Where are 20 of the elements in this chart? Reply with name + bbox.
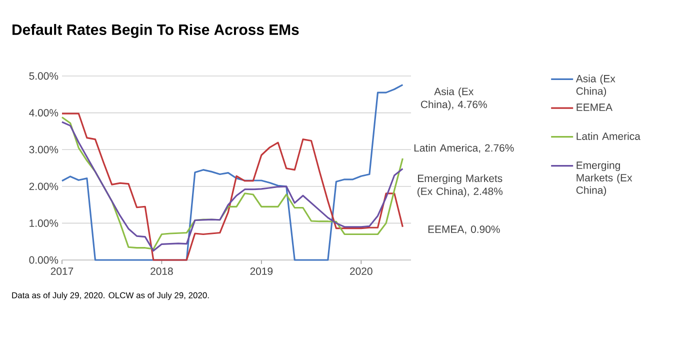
y-tick-label: 4.00% [29, 109, 58, 117]
legend-label: EEMEA [576, 104, 612, 111]
legend-label: Asia (Ex China) [576, 74, 616, 97]
text: Data as of July 29, 2020. OLCW as of July 29, 2020. [12, 292, 209, 300]
y-tick-label: 0.00% [29, 256, 58, 264]
x-tick-label: 2018 [150, 268, 173, 275]
x-tick-label: 2020 [350, 268, 372, 275]
chart-title: Default Rates Begin To Rise Across EMs [12, 24, 299, 38]
y-tick-label: 3.00% [29, 146, 58, 154]
annotation: Asia (Ex China), 4.76% [420, 87, 487, 110]
y-tick-label: 5.00% [29, 72, 58, 80]
annotation: Emerging Markets (Ex China), 2.48% [418, 174, 503, 198]
legend-label: Latin America [576, 132, 640, 140]
annotation: Latin America, 2.76% [414, 144, 514, 153]
y-tick-label: 2.00% [29, 182, 58, 190]
legend-label: Emerging Markets (Ex China) [576, 161, 632, 196]
x-tick-label: 2019 [250, 268, 273, 275]
annotation: EEMEA, 0.90% [428, 226, 500, 234]
x-tick-label: 2017 [50, 268, 74, 275]
y-tick-label: 1.00% [30, 220, 58, 227]
